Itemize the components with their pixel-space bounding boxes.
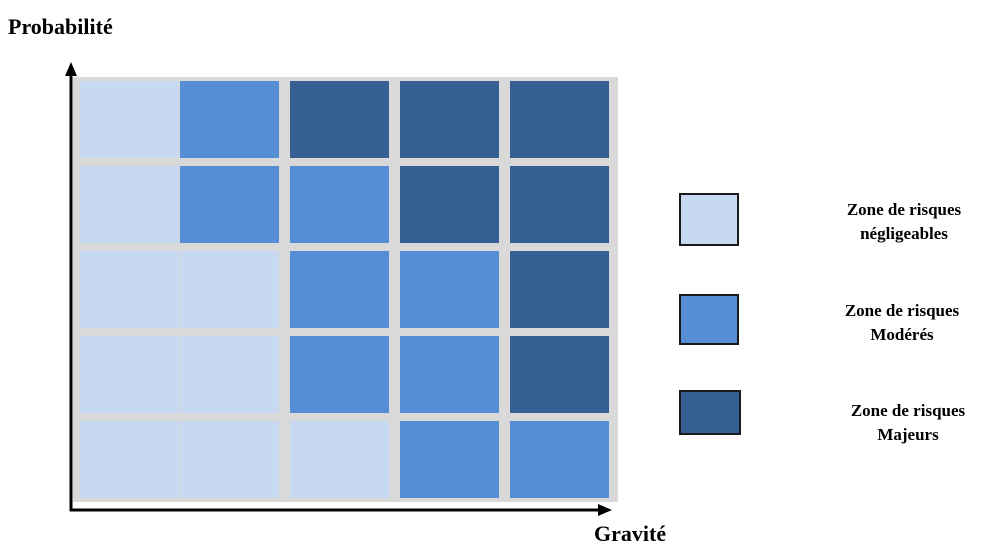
matrix-cell-negligible: [80, 421, 179, 498]
x-axis-title: Gravité: [594, 521, 667, 546]
matrix-cell-negligible: [80, 166, 179, 243]
matrix-cells: [80, 81, 609, 498]
matrix-cell-moderate: [290, 166, 389, 243]
matrix-cell-moderate: [400, 336, 499, 413]
legend-label-moderate: Zone de risques Modérés: [844, 301, 960, 344]
matrix-cell-negligible: [180, 251, 279, 328]
legend-swatch-major: [679, 390, 741, 435]
legend-label-negligible: Zone de risques négligeables: [846, 200, 962, 243]
x-axis-arrow: [598, 504, 612, 516]
legend-swatch-moderate: [679, 294, 739, 345]
matrix-cell-major: [510, 251, 609, 328]
matrix-cell-negligible: [180, 421, 279, 498]
matrix-cell-moderate: [290, 336, 389, 413]
matrix-cell-major: [510, 81, 609, 158]
matrix-cell-negligible: [80, 336, 179, 413]
matrix-cell-moderate: [400, 251, 499, 328]
matrix-cell-moderate: [510, 421, 609, 498]
y-axis-arrow: [65, 62, 77, 76]
matrix-cell-negligible: [180, 336, 279, 413]
y-axis-title: Probabilité: [8, 14, 113, 39]
matrix-cell-negligible: [80, 81, 179, 158]
legend-label-major: Zone de risques Majeurs: [850, 401, 966, 444]
matrix-cell-major: [510, 166, 609, 243]
matrix-cell-major: [510, 336, 609, 413]
matrix-cell-moderate: [290, 251, 389, 328]
matrix-cell-negligible: [80, 251, 179, 328]
matrix-cell-negligible: [290, 421, 389, 498]
legend-swatch-negligible: [679, 193, 739, 246]
matrix-cell-major: [290, 81, 389, 158]
matrix-cell-major: [400, 81, 499, 158]
matrix-cell-moderate: [400, 421, 499, 498]
matrix-cell-moderate: [180, 166, 279, 243]
matrix-cell-moderate: [180, 81, 279, 158]
matrix-cell-major: [400, 166, 499, 243]
